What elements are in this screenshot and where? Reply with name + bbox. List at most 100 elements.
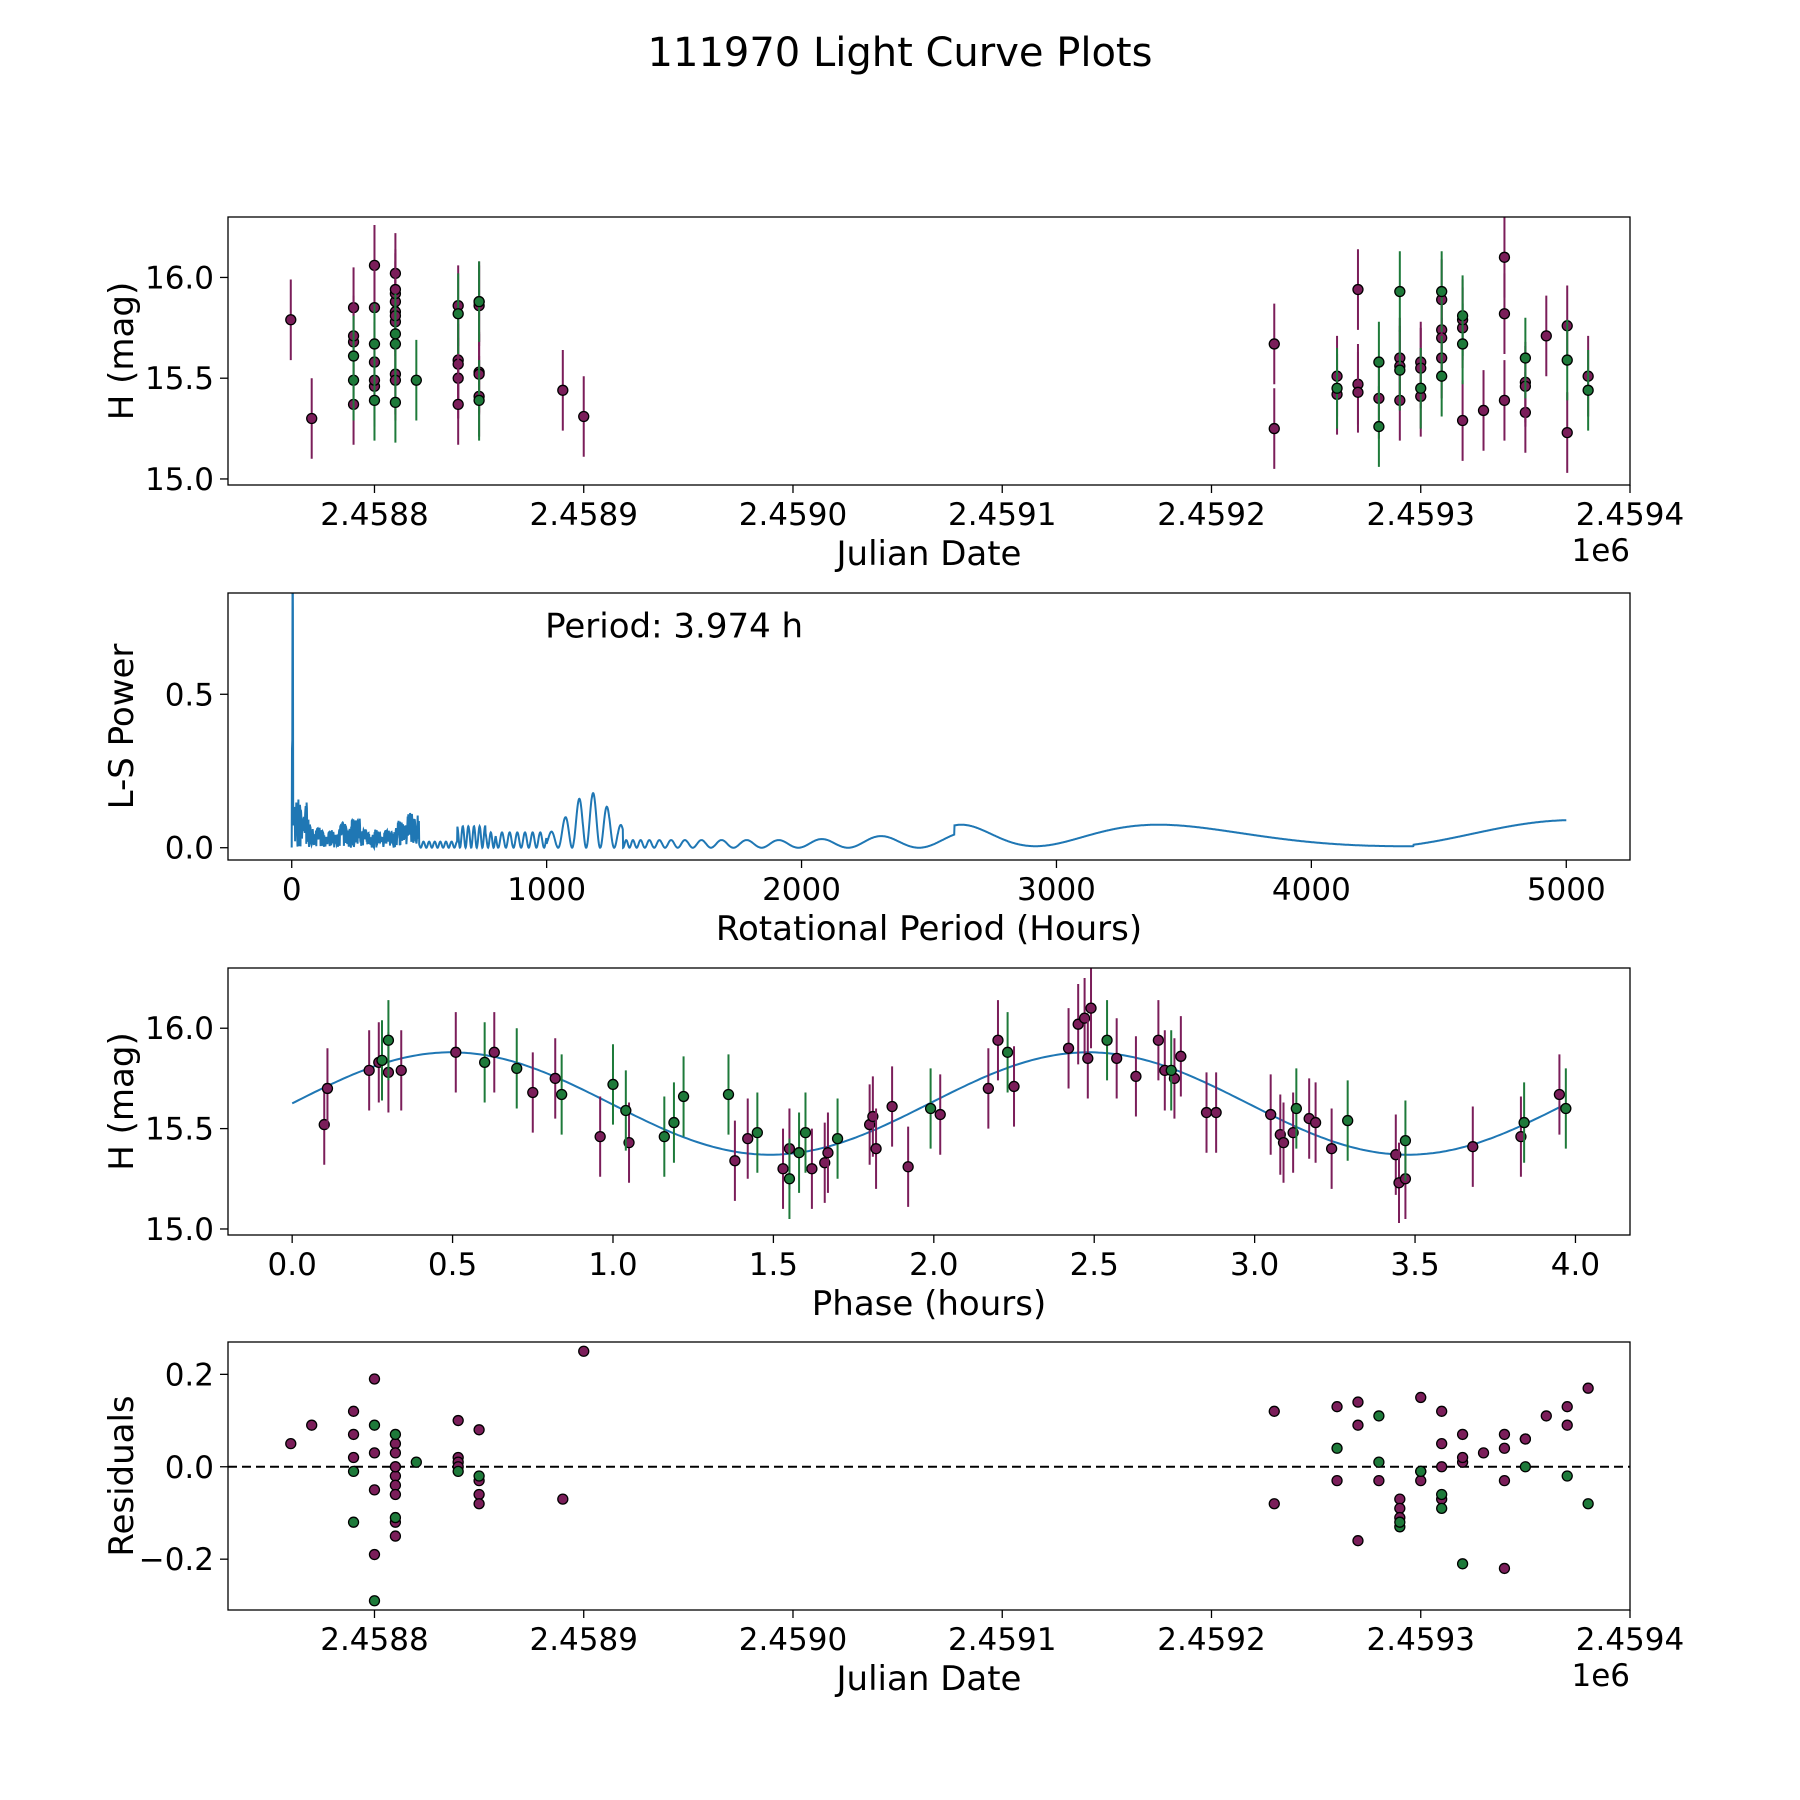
data-point: [306, 412, 318, 425]
data-point: [1373, 1410, 1385, 1422]
data-point: [368, 1419, 381, 1431]
data-point: [1582, 1498, 1594, 1510]
data-point: [982, 1082, 995, 1095]
data-point: [347, 1451, 360, 1464]
x-axis-label: Julian Date: [835, 534, 1022, 574]
data-point: [1008, 1080, 1020, 1093]
data-point: [1436, 1488, 1448, 1501]
data-point: [1436, 370, 1448, 382]
data-point: [742, 1132, 754, 1145]
y-tick-label: 15.5: [145, 361, 214, 397]
panels: 2.4588 2.4589 2.4590 2.4591 2.4592 2.4593 2.45…: [102, 216, 1684, 1699]
data-point: [1394, 285, 1406, 298]
data-point: [1394, 364, 1406, 376]
data-point: [1352, 1419, 1364, 1431]
data-point: [1309, 1116, 1322, 1129]
data-point: [1325, 1143, 1338, 1155]
data-point: [473, 1498, 485, 1510]
figure-title: 111970 Light Curve Plots: [648, 30, 1153, 76]
data-point: [1352, 1535, 1364, 1547]
data-point: [793, 1147, 805, 1159]
data-point: [1085, 1002, 1097, 1014]
plot-area-residuals: [228, 1345, 1630, 1607]
data-point: [1331, 1474, 1343, 1487]
data-point: [347, 1516, 360, 1528]
data-point: [1373, 356, 1385, 368]
data-point: [1001, 1046, 1014, 1058]
axes-frame: [227, 967, 1631, 1236]
data-point: [578, 410, 590, 423]
data-point: [368, 1595, 381, 1607]
x-tick-label: 2.4592: [1157, 1622, 1265, 1658]
data-point: [389, 1470, 402, 1482]
axes-frame: [227, 216, 1631, 486]
data-point: [1553, 1088, 1566, 1101]
series-green: [347, 1410, 1594, 1607]
data-point: [1518, 1116, 1530, 1129]
data-point: [306, 1419, 318, 1431]
data-point: [1498, 1562, 1511, 1575]
y-tick-label: −0.2: [139, 1542, 214, 1578]
data-point: [1477, 1447, 1490, 1459]
data-point: [1498, 1428, 1511, 1441]
data-point: [1456, 1428, 1469, 1441]
data-point: [1582, 1382, 1594, 1394]
data-point: [410, 374, 422, 386]
data-point: [806, 1163, 818, 1175]
x-tick-label: 1.0: [588, 1247, 637, 1283]
x-tick-label: 2.4589: [529, 1622, 637, 1658]
data-point: [1394, 1502, 1406, 1514]
data-point: [722, 1088, 735, 1101]
data-point: [473, 295, 485, 308]
data-point: [363, 1064, 375, 1077]
y-tick-label: 15.0: [145, 1212, 214, 1248]
data-point: [1394, 1493, 1406, 1505]
data-point: [347, 1405, 360, 1417]
data-point: [1436, 1502, 1448, 1514]
x-tick-label: 2.4590: [739, 1622, 847, 1658]
data-point: [389, 328, 402, 340]
y-tick-label: 15.0: [145, 462, 214, 498]
x-tick-label: 2000: [762, 872, 841, 908]
data-point: [1175, 1050, 1187, 1062]
x-tick-label: 2.4589: [529, 497, 637, 533]
data-point: [1456, 338, 1469, 350]
y-axis-label: Residuals: [102, 1395, 142, 1556]
data-point: [1477, 404, 1490, 417]
data-point: [473, 1470, 485, 1482]
y-tick-label: 0.2: [165, 1357, 214, 1393]
data-point: [389, 1530, 402, 1542]
y-tick-label: 0.0: [165, 1450, 214, 1486]
y-axis-label: H (mag): [102, 1032, 142, 1170]
x-tick-label: 2.4592: [1157, 497, 1265, 533]
data-point: [1456, 1558, 1469, 1570]
data-point: [1268, 1405, 1280, 1417]
y-tick-label: 0.0: [165, 831, 214, 867]
x-tick-label: 0.0: [268, 1247, 317, 1283]
y-tick-label: 16.0: [145, 260, 214, 296]
data-point: [389, 1479, 402, 1491]
data-point: [368, 1447, 381, 1459]
data-point: [1111, 1052, 1123, 1064]
data-point: [886, 1100, 898, 1113]
data-point: [620, 1104, 632, 1117]
data-point: [347, 1428, 360, 1441]
data-point: [321, 1082, 334, 1095]
data-point: [395, 1064, 407, 1077]
series-green: [376, 1000, 1572, 1219]
data-point: [1436, 285, 1448, 298]
data-point: [668, 1116, 680, 1129]
data-point: [1290, 1102, 1302, 1115]
data-point: [1268, 1498, 1280, 1510]
x-tick-label: 2.0: [909, 1247, 958, 1283]
x-tick-label: 3.0: [1230, 1247, 1279, 1283]
data-point: [450, 1046, 462, 1058]
x-tick-label: 2.4591: [948, 1622, 1056, 1658]
data-point: [1415, 382, 1427, 394]
data-point: [1498, 1474, 1511, 1487]
data-point: [1467, 1141, 1479, 1153]
data-point: [1436, 1461, 1448, 1473]
data-point: [1436, 1438, 1448, 1450]
data-point: [389, 1511, 402, 1524]
